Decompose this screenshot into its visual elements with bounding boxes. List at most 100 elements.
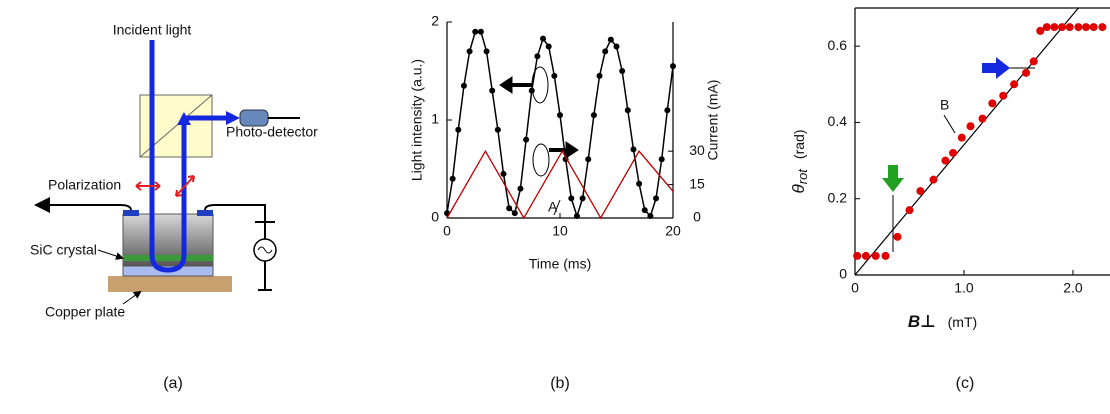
data-point: [881, 251, 890, 260]
label-detector: Photo-detector: [226, 124, 318, 140]
data-point: [466, 48, 473, 55]
data-point: [630, 146, 637, 153]
y-label-sub: rot: [795, 168, 810, 185]
annotation: B: [940, 97, 949, 113]
label-crystal: SiC crystal: [30, 242, 97, 258]
data-point: [670, 63, 676, 70]
data-line: [446, 31, 674, 219]
polarization-arrow: [135, 181, 161, 191]
electrode: [197, 210, 213, 216]
data-point: [929, 175, 938, 184]
label-plate: Copper plate: [45, 304, 125, 320]
data-point: [568, 195, 575, 202]
x-label-unit: (mT): [948, 314, 978, 330]
data-point: [460, 82, 467, 89]
label-incident: Incident light: [113, 22, 192, 38]
data-point: [528, 87, 535, 94]
y-label: θrot (rad): [789, 130, 810, 194]
x-label: B⊥ (mT): [908, 312, 977, 331]
y2-label: Current (mA): [705, 80, 721, 161]
data-point: [957, 133, 966, 142]
y-tick-label: 0.2: [828, 189, 848, 205]
leader: [97, 249, 124, 260]
data-point: [624, 107, 631, 114]
data-point: [517, 185, 524, 192]
leader: [553, 199, 561, 216]
data-point: [523, 136, 530, 143]
polarization-arrow: [175, 175, 195, 197]
arrow-head: [565, 141, 579, 159]
data-point: [540, 35, 547, 42]
data-point: [1050, 23, 1059, 32]
panel-label: (c): [956, 375, 975, 392]
data-point: [1082, 23, 1091, 32]
y-tick-label: 0: [431, 209, 439, 225]
data-point: [978, 114, 987, 123]
data-point: [1098, 23, 1107, 32]
data-point: [861, 251, 870, 260]
y2-tick-label: 15: [689, 175, 705, 191]
x-label-symbol: B⊥: [908, 312, 936, 331]
data-point: [472, 28, 479, 35]
x-tick-label: 2.0: [1063, 280, 1083, 296]
y-tick-label: 2: [431, 13, 439, 29]
data-point: [483, 48, 490, 55]
data-point: [1074, 23, 1083, 32]
data-point: [1058, 23, 1067, 32]
data-line: [854, 7, 1079, 276]
y2-tick-label: 30: [689, 142, 705, 158]
data-point: [1029, 57, 1038, 66]
data-point: [871, 251, 880, 260]
data-point: [534, 53, 541, 60]
wire: [34, 197, 132, 213]
data-point: [551, 72, 558, 79]
label-polarization: Polarization: [48, 177, 121, 193]
blue-arrow: [982, 57, 1010, 79]
data-point: [641, 207, 648, 214]
light-beam: [149, 40, 232, 273]
data-point: [949, 148, 958, 157]
data-point: [658, 156, 665, 163]
data-point: [579, 195, 586, 202]
green-layer: [123, 255, 213, 261]
green-arrow: [882, 165, 904, 192]
data-point: [494, 126, 501, 133]
data-point: [500, 170, 507, 177]
y-label: Light intensity (a.u.): [409, 59, 425, 181]
y-label-symbol: θ: [789, 183, 808, 193]
diagram: Incident light Photo-detector Polarizati…: [30, 22, 318, 393]
x-tick-label: 20: [665, 223, 681, 239]
y-tick-label: 0: [839, 266, 847, 282]
annotation: A: [548, 199, 558, 215]
data-point: [905, 206, 914, 215]
y-tick-label: 1: [431, 111, 439, 127]
data-point: [545, 43, 552, 50]
annotations-c: [882, 57, 1035, 252]
data-point: [1010, 80, 1019, 89]
beam-arrow: [226, 111, 240, 125]
data-point: [1065, 23, 1074, 32]
copper-plate: [108, 276, 232, 292]
data-point: [636, 180, 643, 187]
data-point: [1042, 23, 1051, 32]
y-label-unit: (rad): [791, 130, 807, 160]
data-point: [1022, 68, 1031, 77]
data-point: [619, 68, 626, 74]
data-point: [653, 195, 660, 202]
data-point: [664, 107, 671, 114]
x-tick-label: 10: [552, 223, 568, 239]
data-point: [893, 232, 902, 241]
data-point: [988, 99, 997, 108]
electrode: [123, 210, 139, 216]
curve-marker: [532, 143, 550, 177]
y2-tick-label: 0: [693, 209, 701, 225]
data-point: [999, 91, 1008, 100]
y-tick-label: 0.4: [828, 113, 848, 129]
data-point: [966, 122, 975, 131]
annotations-b: [499, 66, 579, 216]
data-point: [557, 112, 563, 119]
leader: [122, 290, 142, 305]
x-tick-label: 0: [851, 280, 859, 296]
data-point: [506, 205, 513, 212]
